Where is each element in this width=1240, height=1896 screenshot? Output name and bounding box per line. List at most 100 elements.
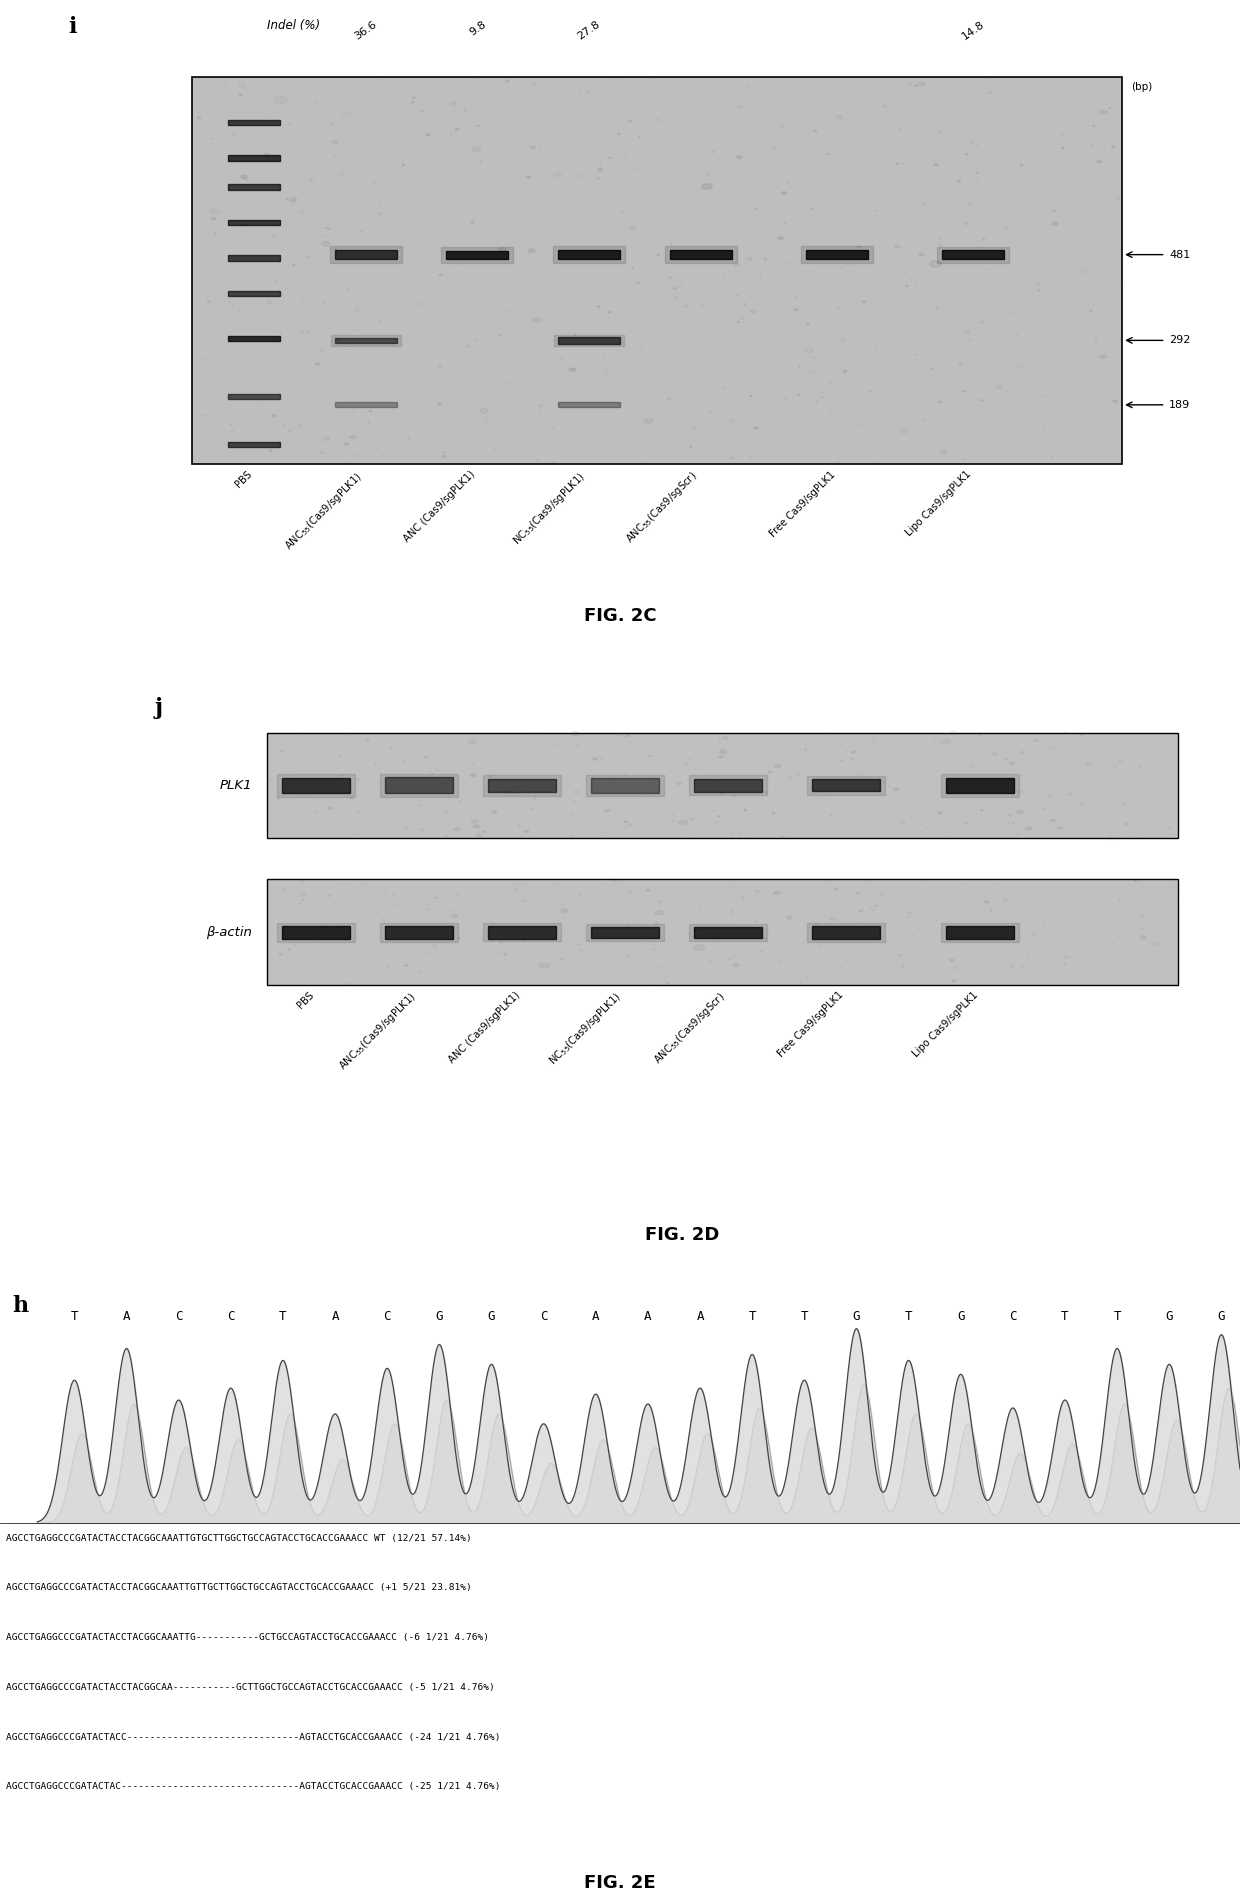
Circle shape xyxy=(1017,810,1024,813)
Bar xyxy=(591,927,660,939)
Bar xyxy=(228,184,280,190)
Bar xyxy=(689,923,766,940)
Text: AGCCTGAGGCCCGATACTAC-------------------------------AGTACCTGCACCGAAACC (-25 1/21 : AGCCTGAGGCCCGATACTAC--------------------… xyxy=(6,1782,501,1792)
Circle shape xyxy=(781,191,786,193)
Circle shape xyxy=(315,362,320,364)
Text: ANC$_{55}$(Cas9/sgPLK1): ANC$_{55}$(Cas9/sgPLK1) xyxy=(336,990,419,1073)
Circle shape xyxy=(290,197,296,201)
Text: C: C xyxy=(227,1310,234,1323)
Circle shape xyxy=(598,169,603,171)
Circle shape xyxy=(893,789,899,791)
Bar xyxy=(379,774,459,796)
Circle shape xyxy=(306,330,310,332)
Circle shape xyxy=(929,262,941,267)
Circle shape xyxy=(455,129,459,131)
Circle shape xyxy=(1112,400,1117,402)
Circle shape xyxy=(723,738,728,739)
Text: 27.8: 27.8 xyxy=(575,19,603,42)
Circle shape xyxy=(883,106,887,108)
Text: ANC (Cas9/sgPLK1): ANC (Cas9/sgPLK1) xyxy=(446,990,522,1066)
Text: C: C xyxy=(175,1310,182,1323)
Text: h: h xyxy=(12,1295,29,1318)
Circle shape xyxy=(264,154,269,155)
Circle shape xyxy=(506,787,521,794)
Circle shape xyxy=(467,739,476,743)
Circle shape xyxy=(965,222,968,224)
Circle shape xyxy=(300,893,305,897)
Bar xyxy=(489,779,556,793)
Bar xyxy=(585,923,665,940)
Circle shape xyxy=(1009,762,1014,764)
Circle shape xyxy=(272,415,275,417)
Circle shape xyxy=(451,914,458,918)
Circle shape xyxy=(242,224,246,226)
Circle shape xyxy=(774,891,780,895)
Bar xyxy=(489,925,556,939)
Bar xyxy=(945,925,1014,939)
Circle shape xyxy=(786,916,792,920)
Text: FIG. 2C: FIG. 2C xyxy=(584,607,656,624)
Circle shape xyxy=(476,834,481,836)
Bar xyxy=(558,402,620,408)
Circle shape xyxy=(645,419,652,423)
Circle shape xyxy=(562,910,568,912)
Text: AGCCTGAGGCCCGATACTACC------------------------------AGTACCTGCACCGAAACC (-24 1/21 : AGCCTGAGGCCCGATACTACC-------------------… xyxy=(6,1733,501,1742)
Circle shape xyxy=(737,155,742,159)
Circle shape xyxy=(1025,827,1032,830)
Text: FIG. 2E: FIG. 2E xyxy=(584,1873,656,1892)
Bar xyxy=(945,777,1014,793)
Bar xyxy=(812,779,880,791)
Circle shape xyxy=(324,438,330,440)
Circle shape xyxy=(1052,222,1058,226)
Circle shape xyxy=(794,309,797,311)
Text: T: T xyxy=(749,1310,756,1323)
Text: 481: 481 xyxy=(1169,250,1190,260)
Text: AGCCTGAGGCCCGATACTACCTACGGCAAATTGTTGCTTGGCTGCCAGTACCTGCACCGAAACC (+1 5/21 23.81%: AGCCTGAGGCCCGATACTACCTACGGCAAATTGTTGCTTG… xyxy=(6,1583,472,1593)
Bar xyxy=(335,250,397,260)
Circle shape xyxy=(528,248,534,252)
Text: Lipo Cas9/sgPLK1: Lipo Cas9/sgPLK1 xyxy=(904,470,973,538)
Text: T: T xyxy=(279,1310,286,1323)
Circle shape xyxy=(768,772,773,774)
Circle shape xyxy=(919,82,925,85)
Circle shape xyxy=(498,248,506,252)
Circle shape xyxy=(1050,819,1055,821)
Bar xyxy=(379,923,459,942)
Text: β-actin: β-actin xyxy=(206,925,252,939)
Circle shape xyxy=(480,410,489,413)
Circle shape xyxy=(1141,937,1146,939)
Text: NC$_{55}$(Cas9/sgPLK1): NC$_{55}$(Cas9/sgPLK1) xyxy=(511,470,589,548)
Bar xyxy=(281,925,351,939)
Bar xyxy=(228,254,280,262)
Bar xyxy=(228,119,280,125)
Bar xyxy=(940,774,1019,796)
Bar xyxy=(665,246,737,264)
Bar xyxy=(384,925,454,939)
Circle shape xyxy=(837,116,843,119)
Text: i: i xyxy=(68,17,77,38)
Bar xyxy=(441,246,513,262)
Circle shape xyxy=(350,436,356,438)
Text: ANC$_{55}$(Cas9/sgPLK1): ANC$_{55}$(Cas9/sgPLK1) xyxy=(283,470,366,552)
Bar xyxy=(940,923,1019,942)
Bar xyxy=(277,774,355,796)
Bar xyxy=(228,394,280,398)
Text: ANC (Cas9/sgPLK1): ANC (Cas9/sgPLK1) xyxy=(402,470,477,544)
Bar xyxy=(384,777,454,793)
Bar xyxy=(937,246,1009,264)
Text: A: A xyxy=(591,1310,599,1323)
Text: A: A xyxy=(644,1310,652,1323)
Text: G: G xyxy=(853,1310,861,1323)
Bar xyxy=(553,246,625,264)
Circle shape xyxy=(243,176,248,180)
Circle shape xyxy=(454,829,460,830)
Circle shape xyxy=(754,427,758,428)
Text: AGCCTGAGGCCCGATACTACCTACGGCAAATTGTGCTTGGCTGCCAGTACCTGCACCGAAACC WT (12/21 57.14%: AGCCTGAGGCCCGATACTACCTACGGCAAATTGTGCTTGG… xyxy=(6,1534,472,1543)
Text: C: C xyxy=(1009,1310,1017,1323)
Text: 292: 292 xyxy=(1169,336,1190,345)
Text: FIG. 2D: FIG. 2D xyxy=(645,1227,719,1244)
Text: C: C xyxy=(383,1310,391,1323)
Circle shape xyxy=(748,258,753,260)
Bar xyxy=(192,78,1122,465)
Circle shape xyxy=(985,901,990,902)
